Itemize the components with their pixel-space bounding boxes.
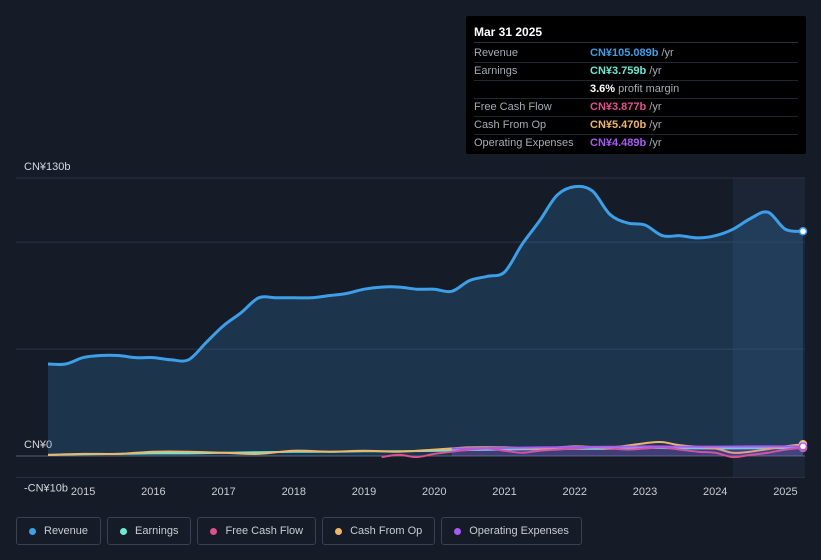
tooltip-row-unit: /yr [649, 137, 662, 149]
legend-label: Earnings [135, 525, 179, 537]
tooltip-row: Free Cash Flow CN¥3.877b/yr [474, 99, 798, 117]
x-tick-label: 2025 [773, 486, 797, 498]
tooltip-row-label: Free Cash Flow [474, 101, 552, 113]
tooltip-row-value: CN¥105.089b [590, 47, 659, 59]
tooltip-row-value: 3.6% [590, 83, 616, 95]
legend-label: Operating Expenses [469, 525, 569, 537]
legend-dot-icon [454, 527, 462, 535]
tooltip-row-unit: /yr [649, 119, 662, 131]
tooltip-row-unit: profit margin [618, 83, 680, 95]
tooltip-row-value: CN¥5.470b [590, 119, 647, 131]
tooltip-row: Operating Expenses CN¥4.489b/yr [474, 135, 798, 152]
tooltip-row-value: CN¥3.877b [590, 101, 647, 113]
legend-label: Free Cash Flow [225, 525, 304, 537]
x-tick-label: 2021 [492, 486, 516, 498]
tooltip-row: 3.6% profit margin [474, 81, 798, 99]
tooltip-row-label: Operating Expenses [474, 137, 574, 149]
tooltip-row-unit: /yr [649, 65, 662, 77]
tooltip-row-unit: /yr [661, 47, 674, 59]
tooltip-row-value: CN¥3.759b [590, 65, 647, 77]
revenue-end-point [798, 227, 808, 236]
tooltip-row-unit: /yr [649, 101, 662, 113]
x-tick-label: 2022 [563, 486, 587, 498]
legend-item-operating-expenses[interactable]: Operating Expenses [441, 517, 582, 545]
x-tick-label: 2018 [282, 486, 306, 498]
legend-item-free-cash-flow[interactable]: Free Cash Flow [197, 517, 317, 545]
legend-label: Cash From Op [350, 525, 423, 537]
operating-expenses-area [451, 446, 803, 456]
x-tick-label: 2015 [71, 486, 95, 498]
tooltip-row-value: CN¥4.489b [590, 137, 647, 149]
legend-dot-icon [335, 527, 343, 535]
legend-dot-icon [29, 527, 36, 535]
tooltip-date: Mar 31 2025 [474, 24, 798, 43]
x-tick-label: 2016 [141, 486, 165, 498]
legend-dot-icon [120, 527, 128, 535]
y-axis-label: -CN¥10b [24, 482, 68, 494]
legend-item-cash-from-op[interactable]: Cash From Op [322, 517, 436, 545]
highlight-region [732, 178, 805, 478]
x-tick-label: 2024 [703, 486, 727, 498]
operating-expenses-line [451, 445, 803, 450]
revenue-line [47, 184, 804, 366]
x-tick-label: 2019 [352, 486, 376, 498]
legend-dot-icon [210, 527, 218, 535]
operating-expenses-end-point [798, 442, 808, 451]
tooltip-row: Cash From Op CN¥5.470b/yr [474, 117, 798, 135]
earnings-line [47, 446, 804, 456]
tooltip-row-label [474, 81, 590, 98]
x-tick-label: 2023 [633, 486, 657, 498]
tooltip-row: Revenue CN¥105.089b/yr [474, 45, 798, 63]
tooltip-row-label: Earnings [474, 65, 518, 77]
legend: Revenue Earnings Free Cash Flow Cash From O… [16, 517, 582, 547]
tooltip-row-label: Revenue [474, 47, 519, 59]
y-axis-label: CN¥130b [24, 161, 70, 173]
data-tooltip: Mar 31 2025 Revenue CN¥105.089b/yr Earning… [466, 16, 806, 154]
tooltip-row-label: Cash From Op [474, 119, 547, 131]
revenue-area [48, 186, 803, 456]
legend-item-earnings[interactable]: Earnings [107, 517, 192, 545]
legend-item-revenue[interactable]: Revenue [16, 517, 102, 545]
tooltip-row: Earnings CN¥3.759b/yr [474, 63, 798, 81]
legend-label: Revenue [44, 525, 89, 537]
x-tick-label: 2020 [422, 486, 446, 498]
y-axis-label: CN¥0 [24, 439, 52, 451]
x-tick-label: 2017 [211, 486, 235, 498]
